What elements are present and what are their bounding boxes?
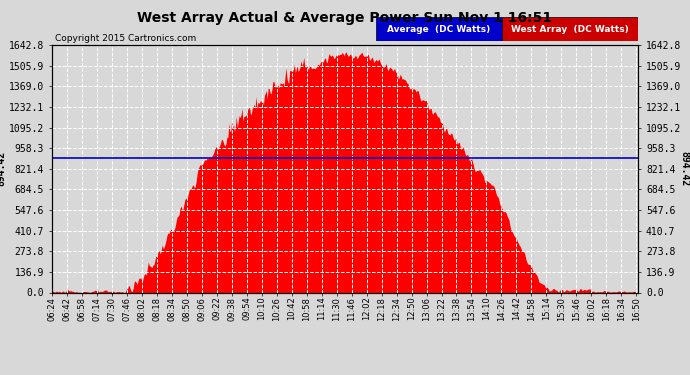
Text: West Array Actual & Average Power Sun Nov 1 16:51: West Array Actual & Average Power Sun No… <box>137 11 553 25</box>
Text: Average  (DC Watts): Average (DC Watts) <box>387 25 491 34</box>
Y-axis label: 894.42: 894.42 <box>0 151 6 186</box>
Bar <box>376 17 502 41</box>
Text: Copyright 2015 Cartronics.com: Copyright 2015 Cartronics.com <box>55 34 197 43</box>
Text: West Array  (DC Watts): West Array (DC Watts) <box>511 25 629 34</box>
Y-axis label: 894.42: 894.42 <box>680 151 689 186</box>
Bar <box>502 17 638 41</box>
